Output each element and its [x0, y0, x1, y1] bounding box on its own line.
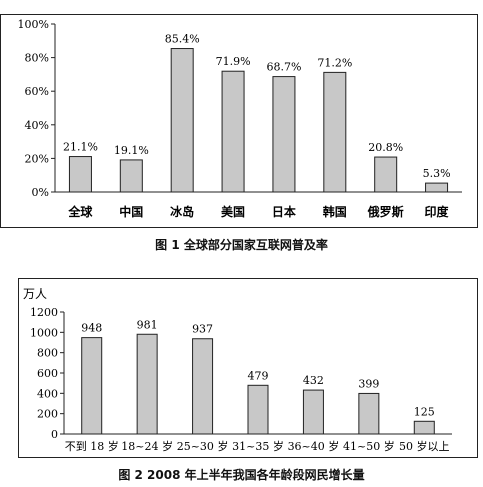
y-tick-label: 80%	[25, 52, 49, 65]
bar-value-label: 85.4%	[165, 33, 200, 46]
bar	[413, 420, 435, 435]
x-category-label: 韩国	[323, 204, 347, 219]
y-tick-label: 200	[37, 408, 58, 421]
y-tick-label: 600	[37, 367, 58, 380]
chart-caption-2: 图 2 2008 年上半年我国各年龄段网民增长量	[118, 468, 365, 482]
plot-area: 0% 20% 40% 60% 80% 100% 21.1% 全球 19.1% 中国 85.4% 冰岛 7…	[18, 18, 462, 219]
bar-value-label: 432	[303, 374, 324, 387]
bar	[221, 70, 245, 193]
bar	[425, 182, 449, 193]
y-tick-label: 0	[51, 428, 58, 441]
plot-area: 0 200 400 600 800 1000 1200 万人 948 不到 18 岁 981 18~2…	[23, 287, 452, 453]
bar-value-label: 20.8%	[368, 141, 403, 154]
bar	[374, 156, 398, 193]
x-category-label: 全球	[67, 204, 93, 219]
bar	[81, 337, 103, 435]
internet-penetration-chart: 0% 20% 40% 60% 80% 100% 21.1% 全球 19.1% 中国 85.4% 冰岛 7…	[18, 18, 462, 219]
x-category-label: 不到 18 岁	[65, 439, 119, 453]
y-axis-title: 万人	[23, 287, 47, 301]
y-tick-label: 40%	[25, 119, 49, 132]
bar	[119, 159, 143, 193]
bar-value-label: 19.1%	[114, 144, 149, 157]
x-category-label: 25~30 岁	[177, 439, 229, 453]
x-category-label: 冰岛	[170, 204, 194, 219]
bar-value-label: 5.3%	[423, 167, 451, 180]
bar-value-label: 71.2%	[317, 56, 352, 69]
x-category-label: 印度	[425, 204, 450, 219]
y-tick-label: 400	[37, 387, 58, 400]
x-category-label: 美国	[221, 204, 245, 219]
y-tick-label: 20%	[25, 152, 49, 165]
x-category-label: 31~35 岁	[232, 439, 284, 453]
bar-value-label: 948	[81, 322, 102, 335]
bar	[68, 156, 92, 193]
bar-value-label: 68.7%	[266, 61, 301, 74]
bar	[136, 333, 158, 435]
x-category-label: 50 岁以上	[399, 439, 450, 453]
x-category-label: 18~24 岁	[121, 439, 173, 453]
bar-value-label: 981	[137, 318, 158, 331]
bar	[272, 76, 296, 193]
bar	[302, 389, 324, 435]
bar	[170, 48, 194, 193]
bar-value-label: 479	[248, 369, 269, 382]
bar	[358, 392, 380, 435]
x-category-label: 中国	[119, 204, 143, 219]
x-category-label: 日本	[272, 204, 296, 219]
x-category-label: 41~50 岁	[343, 439, 395, 453]
bar-value-label: 71.9%	[216, 55, 251, 68]
y-tick-label: 800	[37, 347, 58, 360]
bar-value-label: 125	[414, 405, 435, 418]
y-tick-label: 60%	[25, 85, 49, 98]
bar	[192, 338, 214, 435]
bar-value-label: 937	[192, 323, 213, 336]
bar	[323, 71, 347, 193]
y-tick-label: 0%	[32, 186, 49, 199]
x-category-label: 俄罗斯	[367, 204, 404, 219]
bar-value-label: 21.1%	[63, 141, 98, 154]
chart-caption-1: 图 1 全球部分国家互联网普及率	[155, 238, 328, 252]
y-tick-label: 1000	[30, 326, 58, 339]
y-tick-label: 1200	[30, 306, 58, 319]
bar-value-label: 399	[358, 377, 379, 390]
y-tick-label: 100%	[18, 18, 49, 31]
bar	[247, 384, 269, 435]
x-category-label: 36~40 岁	[288, 439, 340, 453]
